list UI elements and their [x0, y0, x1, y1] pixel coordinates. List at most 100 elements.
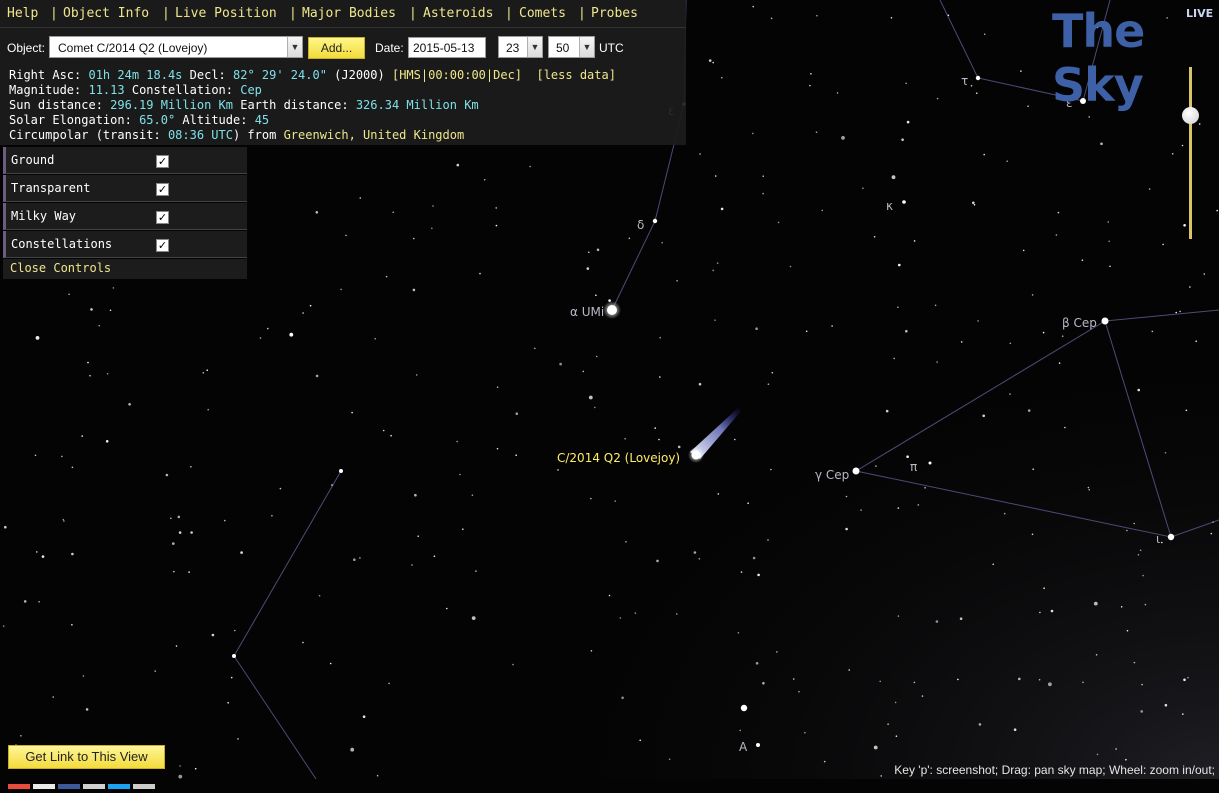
background-star — [1181, 144, 1184, 147]
background-star — [38, 601, 40, 603]
svg-text:α UMi: α UMi — [570, 305, 604, 319]
menu-help[interactable]: Help — [7, 6, 39, 21]
background-star — [1133, 661, 1136, 664]
background-star — [712, 269, 714, 272]
date-input[interactable]: 2015-05-13 — [408, 37, 486, 58]
menu-comets[interactable]: Comets — [519, 6, 566, 21]
less-data-link[interactable]: [less data] — [536, 68, 616, 82]
background-star — [957, 678, 959, 681]
background-star — [315, 374, 319, 378]
background-star — [170, 517, 172, 520]
background-star — [1162, 243, 1164, 246]
zoom-slider-handle[interactable] — [1182, 107, 1199, 124]
info-line-magnitude: Magnitude: 11.13 Constellation: Cep — [9, 83, 262, 97]
background-star — [873, 236, 876, 238]
background-star — [90, 308, 93, 311]
close-controls-button[interactable]: Close Controls — [3, 259, 247, 279]
background-star — [1022, 249, 1025, 252]
background-star — [752, 556, 756, 560]
background-star — [721, 76, 723, 79]
background-star — [625, 541, 627, 543]
background-star — [1013, 728, 1017, 731]
background-star — [190, 531, 193, 534]
control-milky-way[interactable]: Milky Way ✓ — [3, 203, 247, 230]
background-star — [658, 438, 660, 441]
object-select[interactable]: Comet C/2014 Q2 (Lovejoy) ▼ — [49, 36, 303, 58]
background-star — [739, 729, 741, 732]
background-star — [880, 775, 882, 777]
background-star — [588, 251, 590, 254]
background-star — [105, 440, 109, 443]
background-star — [23, 600, 27, 603]
background-star — [1141, 683, 1143, 686]
background-star — [905, 329, 908, 333]
background-star — [392, 211, 395, 214]
add-button[interactable]: Add... — [308, 37, 365, 59]
background-star — [1088, 488, 1090, 491]
background-star — [207, 408, 209, 411]
background-star — [36, 551, 38, 553]
share-icon[interactable] — [58, 784, 80, 789]
constellations-checkbox[interactable]: ✓ — [156, 239, 169, 252]
background-star — [4, 525, 7, 529]
background-star — [596, 248, 600, 252]
minute-select-value: 50 — [556, 41, 570, 55]
comet-lovejoy[interactable]: C/2014 Q2 (Lovejoy) — [557, 408, 742, 465]
background-star — [752, 5, 754, 8]
background-star — [1133, 522, 1135, 525]
share-icon[interactable] — [8, 784, 30, 789]
share-icon[interactable] — [83, 784, 105, 789]
background-star — [1108, 240, 1110, 243]
background-star — [897, 615, 900, 617]
get-link-button[interactable]: Get Link to This View — [8, 745, 165, 769]
background-star — [62, 518, 65, 521]
object-select-value: Comet C/2014 Q2 (Lovejoy) — [58, 41, 208, 55]
background-star — [1142, 574, 1144, 577]
format-toggle[interactable]: [HMS|00:00:00|Dec] — [391, 68, 523, 82]
background-star — [676, 280, 678, 282]
control-transparent[interactable]: Transparent ✓ — [3, 175, 247, 202]
background-star — [1148, 188, 1151, 190]
menu-object-info[interactable]: Object Info — [63, 6, 150, 21]
ground-checkbox[interactable]: ✓ — [156, 155, 169, 168]
background-star — [85, 708, 89, 711]
milky-way-checkbox[interactable]: ✓ — [156, 211, 169, 224]
logo-text: The Sky — [1052, 4, 1145, 112]
chevron-down-icon: ▼ — [579, 37, 594, 57]
logo-live-badge: LIVE — [1186, 7, 1214, 20]
transparent-checkbox[interactable]: ✓ — [156, 183, 169, 196]
background-star — [588, 395, 593, 400]
menu-probes[interactable]: Probes — [591, 6, 638, 21]
background-star — [1185, 409, 1188, 412]
hour-select[interactable]: 23 ▼ — [498, 36, 543, 58]
background-star — [63, 520, 65, 522]
background-star — [970, 85, 973, 87]
menu-major-bodies[interactable]: Major Bodies — [302, 6, 396, 21]
share-icon[interactable] — [33, 784, 55, 789]
background-star — [211, 633, 215, 637]
background-star — [698, 382, 702, 386]
menu-asteroids[interactable]: Asteroids — [423, 6, 494, 21]
background-star — [234, 629, 236, 632]
share-icon[interactable] — [108, 784, 130, 789]
background-star — [1115, 748, 1117, 750]
minute-select[interactable]: 50 ▼ — [548, 36, 595, 58]
zoom-slider-track[interactable] — [1189, 67, 1192, 239]
background-star — [841, 136, 845, 140]
background-star — [52, 696, 54, 698]
background-star — [98, 324, 100, 327]
menu-live-position[interactable]: Live Position — [175, 6, 277, 21]
comet-label[interactable]: C/2014 Q2 (Lovejoy) — [557, 451, 680, 465]
background-star — [897, 306, 899, 309]
background-star — [762, 681, 765, 685]
background-star — [947, 14, 950, 17]
control-constellations[interactable]: Constellations ✓ — [3, 231, 247, 258]
share-icon[interactable] — [133, 784, 155, 789]
background-star — [595, 355, 598, 358]
control-ground[interactable]: Ground ✓ — [3, 147, 247, 174]
background-star — [411, 564, 413, 566]
background-star — [708, 59, 712, 62]
background-star — [1093, 601, 1098, 606]
background-star — [68, 293, 70, 296]
background-star — [1171, 153, 1174, 155]
